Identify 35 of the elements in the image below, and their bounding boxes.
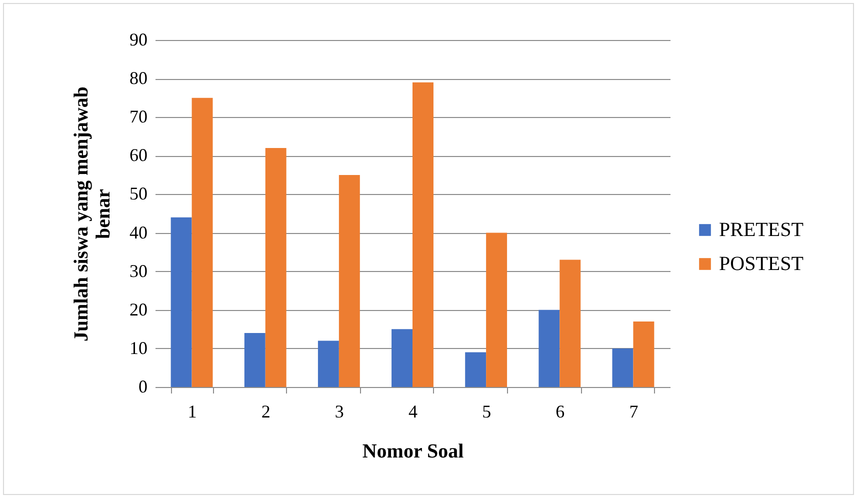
bar <box>465 352 486 387</box>
bar <box>412 82 434 387</box>
y-tick-label: 40 <box>130 222 148 242</box>
bar <box>170 217 192 387</box>
x-axis-title: Nomor Soal <box>362 440 464 462</box>
legend-label: POSTEST <box>719 253 804 275</box>
x-tick-label: 6 <box>556 402 565 422</box>
bar <box>265 148 286 387</box>
bar <box>392 329 412 387</box>
x-tick-label: 1 <box>188 402 197 422</box>
x-tick-label: 3 <box>334 402 344 422</box>
y-tick-label: 70 <box>130 106 148 127</box>
y-tick-label: 90 <box>130 30 148 50</box>
x-tick-label: 2 <box>261 402 270 422</box>
bar <box>538 310 560 387</box>
y-tick-label: 30 <box>130 260 148 281</box>
y-tick-label: 0 <box>138 376 148 396</box>
bar <box>244 333 266 387</box>
bar <box>633 321 654 387</box>
x-tick-label: 4 <box>408 402 418 422</box>
x-tick-label: 7 <box>629 402 638 422</box>
x-tick-label: 5 <box>482 402 492 422</box>
y-tick-label: 50 <box>130 184 148 204</box>
bar <box>318 340 339 387</box>
bar <box>612 348 634 387</box>
y-tick-label: 10 <box>130 338 148 358</box>
bar <box>486 232 508 387</box>
legend-label: PRETEST <box>719 219 804 241</box>
bar <box>338 174 360 387</box>
y-tick-label: 60 <box>130 145 148 166</box>
bar <box>192 98 213 387</box>
bar <box>560 260 581 387</box>
y-tick-label: 80 <box>130 68 148 88</box>
y-tick-label: 20 <box>130 299 148 320</box>
y-axis-title: Jumlah siswa yang menjawab benar <box>70 86 114 342</box>
